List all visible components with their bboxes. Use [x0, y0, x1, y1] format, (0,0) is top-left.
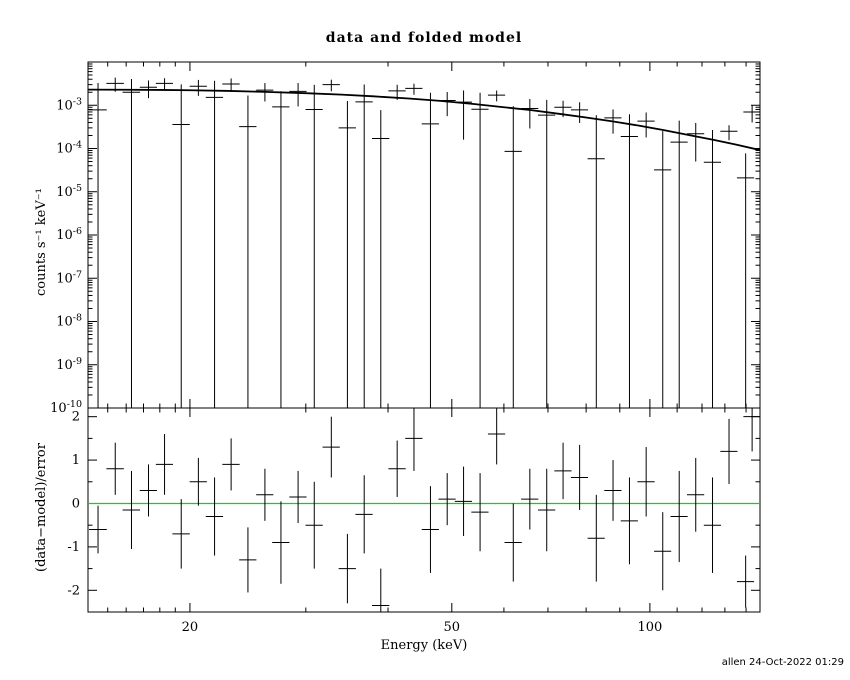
svg-text:10-5: 10-5: [56, 183, 82, 200]
model-line: [88, 88, 760, 151]
svg-text:10-3: 10-3: [56, 96, 82, 113]
axis-ticks: [107, 62, 747, 612]
svg-text:10-4: 10-4: [56, 140, 82, 157]
svg-text:20: 20: [182, 620, 199, 635]
svg-text:10-6: 10-6: [56, 226, 82, 243]
x-axis-label: Energy (keV): [380, 638, 468, 653]
residual-data-points: [89, 408, 760, 612]
plot-title: data and folded model: [325, 30, 523, 46]
spectrum-data-points: [89, 77, 760, 408]
x-tick-labels: 20 50 100: [182, 620, 663, 635]
y-axis-label-counts: counts s⁻¹ keV⁻¹: [34, 188, 49, 296]
svg-text:10-7: 10-7: [56, 269, 82, 286]
svg-text:1: 1: [72, 453, 80, 468]
svg-text:2: 2: [72, 410, 80, 425]
svg-text:10-8: 10-8: [56, 313, 82, 330]
svg-text:10-9: 10-9: [56, 356, 82, 373]
svg-text:-1: -1: [67, 540, 80, 555]
residual-y-ticks: -2 -1 0 1 2: [67, 410, 760, 598]
y-axis-label-residuals: (data−model)/error: [34, 443, 49, 572]
svg-text:-2: -2: [67, 583, 80, 598]
plot-watermark: allen 24-Oct-2022 01:29: [721, 657, 844, 668]
svg-text:50: 50: [444, 620, 461, 635]
svg-text:0: 0: [72, 496, 80, 511]
svg-text:100: 100: [637, 620, 662, 635]
